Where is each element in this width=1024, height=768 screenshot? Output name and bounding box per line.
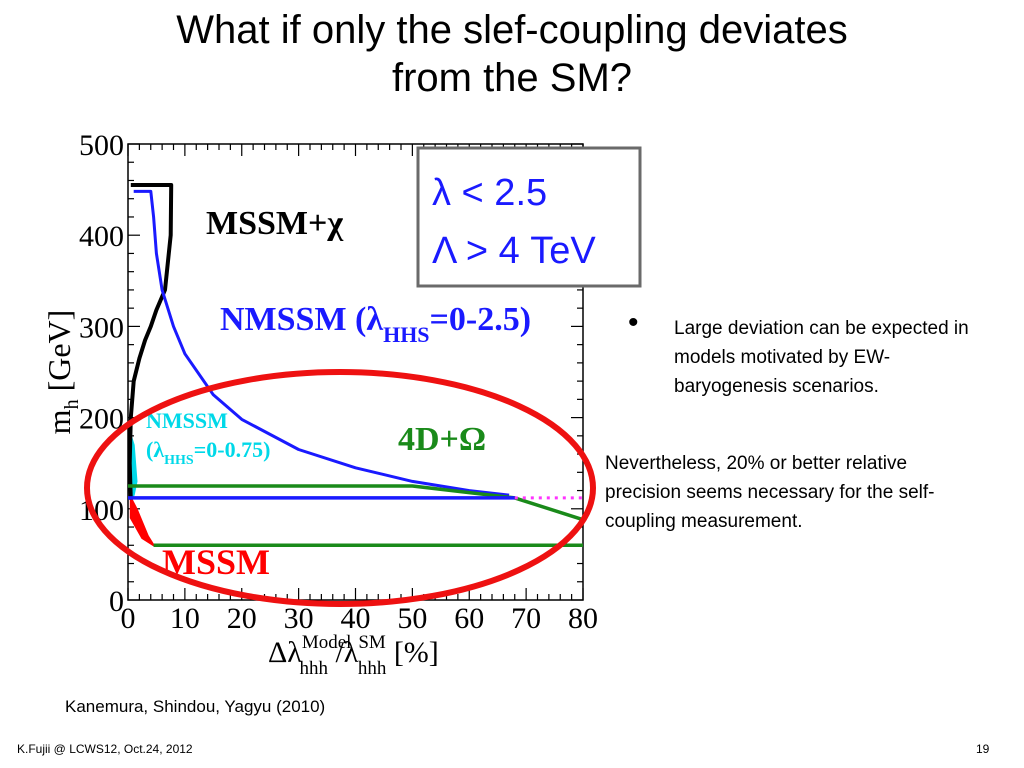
label-nmssm-small-line2: (λHHS=0-0.75) bbox=[146, 437, 270, 468]
y-tick-label: 0 bbox=[109, 585, 124, 618]
constraint-line-2: Λ > 4 TeV bbox=[432, 230, 596, 272]
highlight-ellipse bbox=[84, 369, 596, 607]
series-4d- bbox=[128, 484, 584, 522]
series-layer bbox=[127, 183, 584, 548]
label-four-d-omega: 4D+Ω bbox=[398, 421, 486, 458]
x-tick-labels: 0 10 20 30 40 50 60 70 80 bbox=[121, 602, 599, 635]
title-line-2: from the SM? bbox=[391, 56, 633, 100]
label-nmssm-small-paren: (λ bbox=[146, 437, 164, 462]
label-nmssm-small-line1: NMSSM bbox=[146, 408, 228, 433]
x-tick-label: 60 bbox=[454, 602, 484, 635]
x-tick-label: 70 bbox=[511, 602, 541, 635]
y-tick-label: 400 bbox=[79, 220, 124, 253]
y-tick-label: 500 bbox=[79, 129, 124, 162]
label-nmssm-small-sub: HHS bbox=[164, 453, 194, 468]
x-tick-label: 80 bbox=[568, 602, 598, 635]
citation: Kanemura, Shindou, Yagyu (2010) bbox=[65, 697, 326, 716]
x-tick-label: 30 bbox=[284, 602, 314, 635]
x-axis-label: ΔλModel hhh /λSM hhh [%] bbox=[268, 632, 439, 679]
x-tick-label: 40 bbox=[341, 602, 371, 635]
y-axis-label: mh [GeV] bbox=[41, 310, 83, 435]
label-nmssm-small-range: =0-0.75) bbox=[194, 437, 271, 462]
slide-title: What if only the slef-coupling deviates … bbox=[60, 6, 964, 102]
series-mssm- bbox=[127, 183, 174, 500]
page-number: 19 bbox=[976, 742, 990, 756]
note-text: Nevertheless, 20% or better relative pre… bbox=[605, 453, 935, 532]
title-line-1: What if only the slef-coupling deviates bbox=[176, 8, 848, 52]
bullet-symbol: • bbox=[628, 306, 639, 339]
constraint-box bbox=[416, 146, 642, 288]
x-tick-label: 0 bbox=[121, 602, 136, 635]
footer-left: K.Fujii @ LCWS12, Oct.24, 2012 bbox=[17, 742, 193, 756]
bullet-text: Large deviation can be expected in model… bbox=[674, 318, 969, 397]
series-mssm bbox=[129, 496, 155, 547]
label-nmssm-range: =0-2.5) bbox=[430, 301, 532, 338]
label-nmssm-sub: HHS bbox=[383, 322, 429, 347]
x-tick-label: 10 bbox=[170, 602, 200, 635]
label-mssm-chi: MSSM+χ bbox=[206, 205, 343, 242]
label-nmssm-main: NMSSM (λHHS=0-2.5) bbox=[220, 301, 531, 347]
y-axis-label-text: mh [GeV] bbox=[41, 310, 83, 435]
x-tick-label: 50 bbox=[397, 602, 427, 635]
y-tick-label: 300 bbox=[79, 311, 124, 344]
x-tick-label: 20 bbox=[227, 602, 257, 635]
label-nmssm-main-text: NMSSM (λ bbox=[220, 301, 383, 338]
series-nmssm-hhs-0-2-5- bbox=[133, 189, 510, 497]
constraint-line-1: λ < 2.5 bbox=[432, 172, 547, 214]
